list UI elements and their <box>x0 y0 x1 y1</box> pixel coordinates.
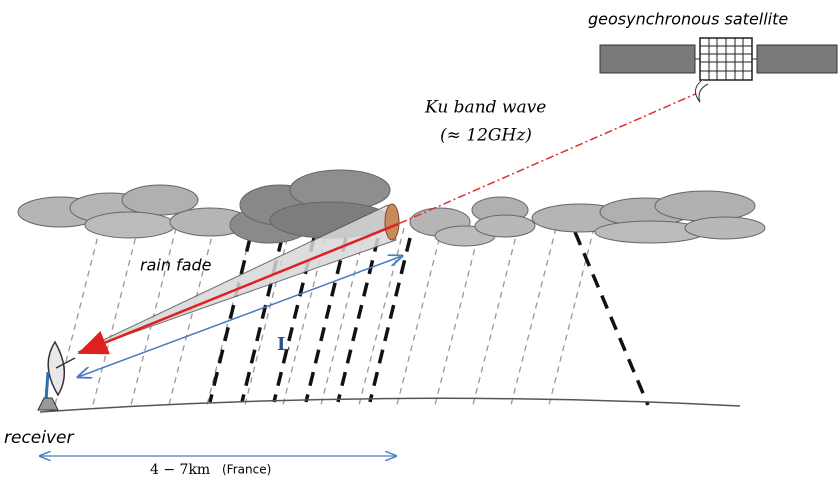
frequency-label: (≈ 12GHz) <box>440 126 532 146</box>
wave-label: Ku band wave <box>424 98 546 118</box>
ground <box>40 398 740 412</box>
diagram: geosynchronous satellite Ku band wave (≈… <box>0 0 840 479</box>
distance-note: (France) <box>222 463 271 477</box>
rain-streak <box>575 232 648 405</box>
rain-fade-label: rain fade <box>140 256 212 275</box>
rain-streak <box>93 228 138 405</box>
wave-arrow <box>82 224 398 352</box>
satellite-label: geosynchronous satellite <box>588 10 788 29</box>
satellite <box>600 38 837 102</box>
receiver-label: receiver <box>4 428 74 448</box>
path-length-label: L <box>277 334 290 355</box>
rain-streak <box>435 228 480 405</box>
distance-label: 4 − 7km <box>150 462 210 478</box>
rain-streak <box>511 228 556 405</box>
rain-streak <box>359 228 404 405</box>
rain-streak <box>338 238 378 402</box>
rain-streak <box>549 228 594 405</box>
rain-streak <box>473 228 518 405</box>
cone-end <box>385 204 399 240</box>
rain-streak <box>397 228 442 405</box>
